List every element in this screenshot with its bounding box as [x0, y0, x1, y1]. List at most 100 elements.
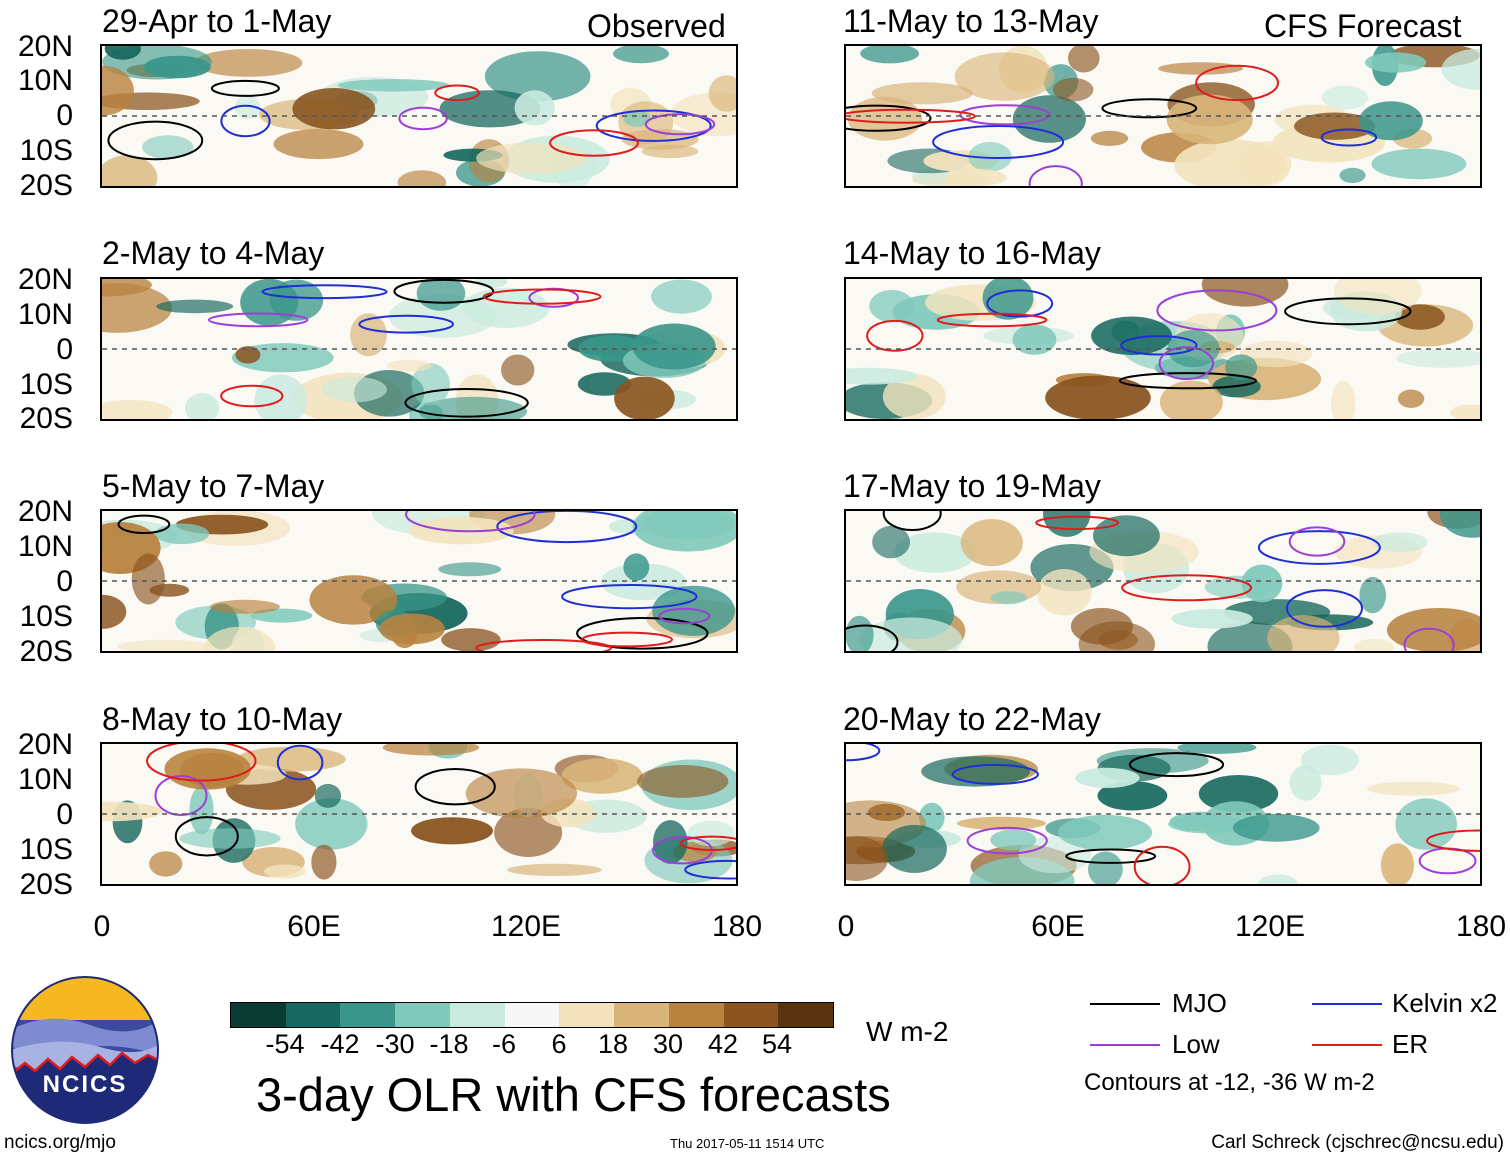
- olr-anomaly-blob: [945, 169, 1007, 186]
- legend-label-mjo: MJO: [1172, 988, 1227, 1018]
- panel-title-right-3: 17-May to 19-May: [843, 468, 1101, 504]
- olr-anomaly-blob: [982, 279, 1034, 320]
- olr-anomaly-blob: [337, 79, 450, 92]
- wave-contour: [405, 511, 536, 533]
- olr-anomaly-blob: [632, 323, 716, 370]
- wave-contour: [595, 109, 712, 142]
- legend-line-er: [1312, 1044, 1382, 1046]
- wave-contour: [576, 617, 709, 650]
- olr-anomaly-blob: [1267, 615, 1340, 651]
- map-panel-left-1: [100, 44, 738, 188]
- olr-anomaly-blob: [1177, 744, 1257, 754]
- lon-label: 180: [1455, 910, 1507, 943]
- wave-contour: [966, 826, 1048, 855]
- olr-anomaly-blob: [411, 363, 450, 406]
- olr-anomaly-blob: [1158, 62, 1243, 75]
- olr-field: [846, 511, 1480, 651]
- map-panel-left-4: [100, 742, 738, 886]
- olr-anomaly-blob: [1289, 765, 1322, 801]
- olr-anomaly-blob: [1232, 813, 1320, 842]
- wave-contour: [1158, 346, 1214, 381]
- olr-anomaly-blob: [143, 55, 211, 79]
- wave-contour: [959, 104, 1051, 126]
- olr-anomaly-blob: [882, 824, 947, 873]
- olr-anomaly-blob: [117, 639, 213, 651]
- wave-contour: [1133, 845, 1191, 884]
- olr-anomaly-blob: [382, 744, 480, 756]
- wave-contour: [846, 624, 899, 651]
- logo-text: NCICS: [42, 1071, 128, 1098]
- olr-anomaly-blob: [954, 52, 1055, 101]
- olr-anomaly-blob: [1395, 304, 1445, 330]
- wave-contour: [496, 511, 638, 544]
- olr-anomaly-blob: [1372, 532, 1428, 553]
- map-panel-right-2: [844, 277, 1482, 421]
- olr-anomaly-blob: [321, 376, 387, 403]
- colorbar-swatch: [723, 1003, 779, 1027]
- lat-label: 20S: [19, 402, 73, 435]
- lat-label: 0: [56, 798, 73, 831]
- lat-label: 0: [56, 99, 73, 132]
- olr-anomaly-blob: [102, 65, 134, 116]
- olr-anomaly-blob: [1339, 167, 1366, 183]
- olr-anomaly-blob: [164, 748, 251, 790]
- wave-contour: [1035, 515, 1120, 530]
- colorbar-swatch: [614, 1003, 669, 1027]
- panel-title-left-1: 29-Apr to 1-May: [102, 3, 332, 39]
- wave-contour: [1426, 829, 1480, 852]
- olr-anomaly-blob: [561, 758, 643, 794]
- olr-anomaly-blob: [990, 829, 1037, 851]
- olr-anomaly-blob: [651, 279, 712, 314]
- olr-anomaly-blob: [1043, 511, 1091, 537]
- colorbar-label: -42: [320, 1029, 360, 1059]
- olr-anomaly-blob: [501, 354, 535, 386]
- footer-website: ncics.org/mjo: [4, 1132, 116, 1153]
- olr-anomaly-blob: [179, 828, 281, 849]
- wave-contour: [475, 639, 612, 651]
- wave-contour: [932, 125, 1065, 159]
- wave-contour: [117, 514, 171, 534]
- olr-field: [102, 744, 736, 884]
- olr-anomaly-blob: [1439, 511, 1480, 538]
- olr-anomaly-blob: [1396, 348, 1480, 368]
- wave-contour: [1403, 627, 1455, 651]
- olr-anomaly-blob: [846, 367, 919, 385]
- wave-contour: [549, 129, 639, 157]
- olr-anomaly-blob: [1441, 48, 1480, 90]
- olr-anomaly-blob: [1294, 112, 1376, 140]
- olr-anomaly-blob: [465, 768, 578, 819]
- olr-anomaly-blob: [1097, 781, 1168, 811]
- footer-timestamp: Thu 2017-05-11 1514 UTC: [670, 1136, 825, 1151]
- wave-contour: [951, 763, 1039, 785]
- olr-anomaly-blob: [386, 359, 432, 372]
- colorbar-swatch: [231, 1003, 286, 1027]
- wave-contour: [220, 104, 271, 138]
- wave-contour: [679, 835, 736, 851]
- olr-anomaly-blob: [254, 374, 307, 419]
- olr-anomaly-blob: [1036, 569, 1092, 616]
- wave-contour: [210, 79, 280, 97]
- olr-anomaly-blob: [956, 816, 1046, 830]
- olr-anomaly-blob: [309, 575, 398, 625]
- wave-contour: [684, 859, 736, 880]
- lat-label: 10N: [17, 64, 73, 97]
- wave-contour: [154, 775, 208, 816]
- olr-anomaly-blob: [142, 135, 194, 160]
- olr-anomaly-blob: [614, 376, 675, 419]
- colorbar-swatch: [668, 1003, 724, 1027]
- olr-anomaly-blob: [102, 594, 127, 629]
- olr-anomaly-blob: [1171, 609, 1253, 629]
- olr-anomaly-blob: [194, 49, 303, 77]
- olr-field: [102, 279, 736, 419]
- colorbar-label: 54: [761, 1029, 793, 1059]
- wave-contour: [561, 584, 698, 610]
- legend-note: Contours at -12, -36 W m-2: [1084, 1069, 1375, 1096]
- colorbar-label: -6: [491, 1029, 516, 1059]
- lat-label: 10S: [19, 134, 73, 167]
- legend-line-kelvin: [1312, 1003, 1382, 1005]
- olr-anomaly-blob: [687, 820, 735, 847]
- olr-anomaly-blob: [847, 96, 923, 141]
- olr-anomaly-blob: [960, 519, 1023, 567]
- olr-anomaly-blob: [641, 144, 699, 159]
- olr-anomaly-blob: [1333, 279, 1422, 315]
